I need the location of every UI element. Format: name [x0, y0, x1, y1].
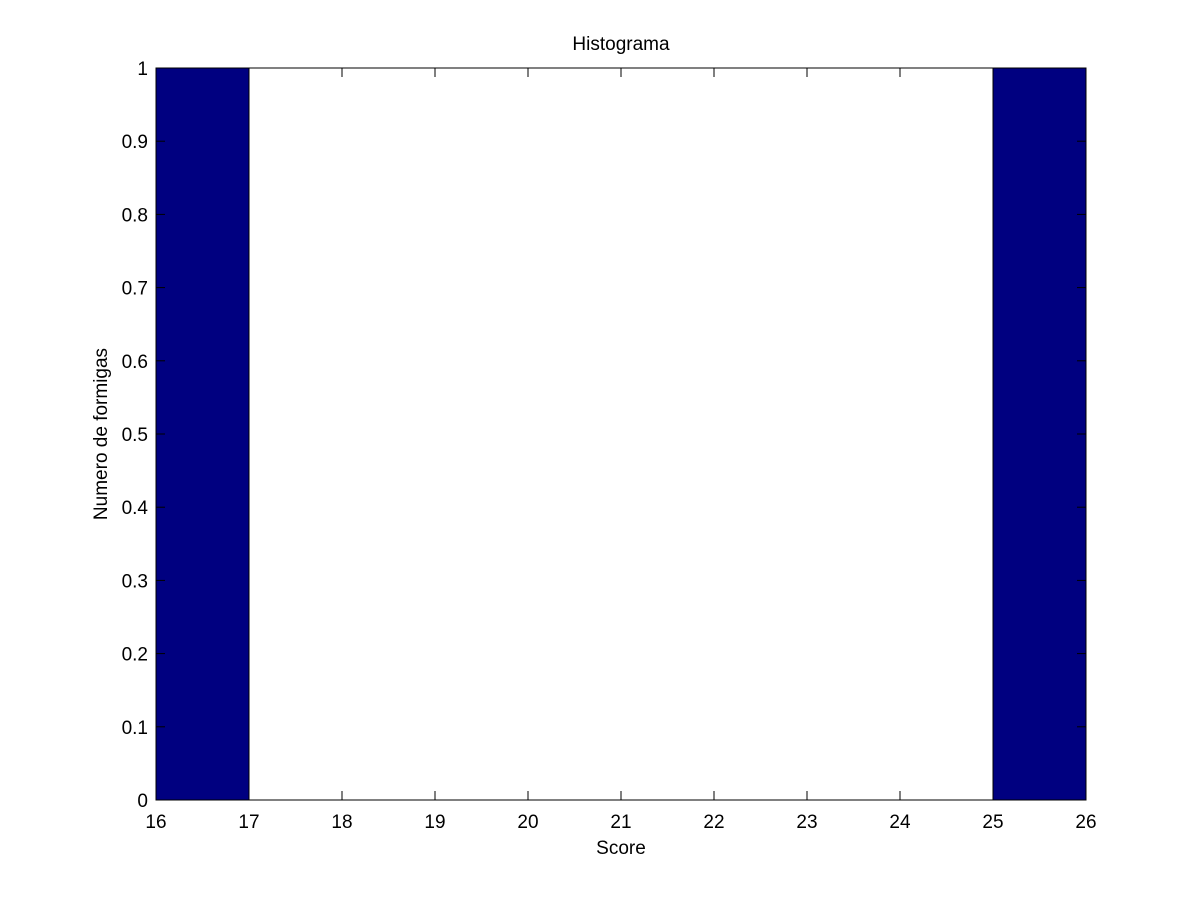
x-tick-label: 21: [610, 812, 631, 833]
x-tick-label: 25: [982, 812, 1003, 833]
x-tick-label: 19: [424, 812, 445, 833]
x-tick-label: 20: [517, 812, 538, 833]
y-tick-labels: 0 0.1 0.2 0.3 0.4 0.5 0.6 0.7 0.8 0.9 1: [122, 59, 149, 812]
y-tick-label: 0.5: [122, 425, 148, 446]
y-tick-label: 0.2: [122, 645, 148, 666]
y-tick-label: 0.3: [122, 571, 148, 592]
x-tick-label: 18: [331, 812, 352, 833]
x-axis-label: Score: [596, 838, 646, 859]
plot-area-frame: [155, 67, 1087, 801]
x-tick-label: 16: [145, 812, 166, 833]
y-tick-label: 0.1: [122, 718, 148, 739]
histogram-bar-2: [992, 67, 1087, 801]
y-tick-label: 0: [137, 791, 148, 812]
x-tick-label: 22: [703, 812, 724, 833]
y-axis-label: Numero de formigas: [91, 348, 112, 520]
ticks-layer: [155, 67, 1087, 801]
x-tick-labels: 16 17 18 19 20 21 22 23 24 25 26: [145, 812, 1096, 833]
y-tick-label: 0.4: [122, 498, 149, 519]
y-tick-label: 1: [137, 59, 148, 80]
y-tick-label: 0.6: [122, 352, 148, 373]
bars-layer: [155, 67, 1087, 801]
y-tick-label: 0.8: [122, 205, 148, 226]
chart-title: Histograma: [572, 34, 670, 55]
y-tick-label: 0.7: [122, 279, 148, 300]
y-tick-label: 0.9: [122, 132, 148, 153]
histogram-bar-1: [155, 67, 250, 801]
x-tick-label: 26: [1075, 812, 1096, 833]
x-tick-label: 24: [889, 812, 911, 833]
x-tick-label: 17: [238, 812, 259, 833]
x-tick-label: 23: [796, 812, 817, 833]
